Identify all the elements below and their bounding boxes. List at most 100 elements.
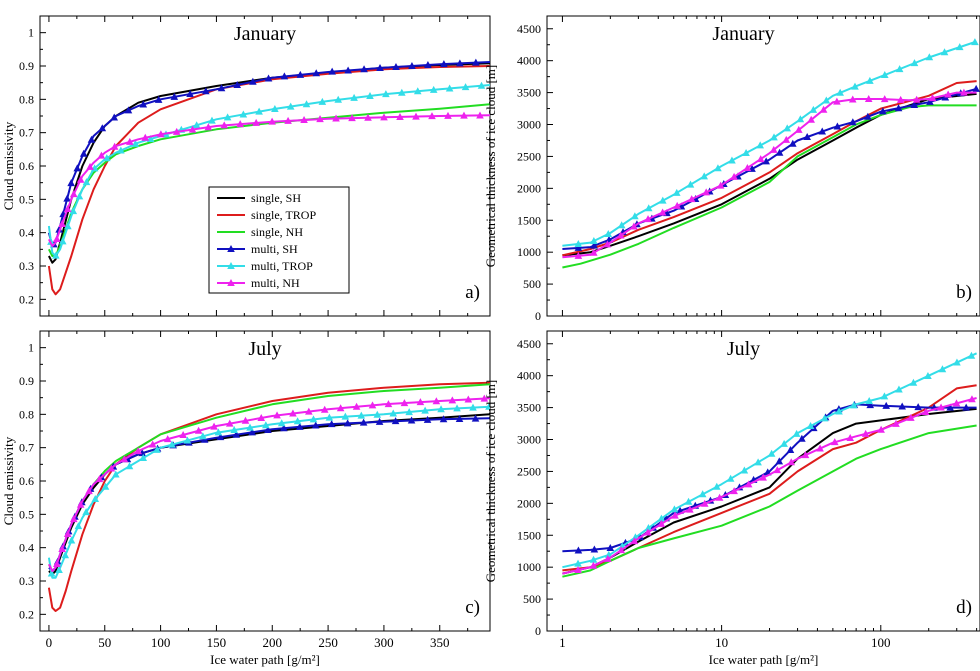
series-marker [894, 104, 903, 112]
series-marker [477, 81, 486, 89]
series-marker [657, 519, 666, 527]
series-marker [328, 67, 336, 75]
series-marker [445, 84, 454, 92]
series-marker [780, 439, 788, 447]
series-marker [134, 447, 142, 455]
series-marker [740, 466, 749, 474]
y-axis-label: Cloud emissivity [1, 436, 16, 525]
x-tick-label: 10 [715, 635, 728, 650]
x-tick-label: 1 [559, 635, 566, 650]
series-marker [76, 500, 85, 508]
series-marker [798, 434, 806, 442]
series-marker [877, 425, 885, 433]
legend-box [208, 186, 350, 294]
series-marker [453, 404, 461, 412]
series-marker [332, 114, 340, 122]
series-marker [117, 146, 125, 154]
series-marker [630, 222, 638, 230]
series-marker [101, 482, 110, 490]
y-tick-label: 0.4 [19, 541, 34, 555]
series-marker [58, 219, 66, 227]
series-line [562, 91, 977, 259]
series-marker [58, 237, 67, 245]
y-tick-label: 1000 [517, 560, 541, 574]
series-marker [289, 409, 297, 417]
x-axis-label: Ice water path [g/m²] [709, 652, 819, 667]
axes-frame [546, 15, 980, 317]
x-tick-label: 100 [151, 635, 171, 650]
series-marker [606, 544, 615, 552]
series-marker [698, 490, 707, 498]
series-marker [73, 164, 82, 172]
series-marker [485, 402, 490, 410]
series-marker [574, 566, 582, 574]
series-marker [126, 137, 134, 145]
series-marker [630, 537, 639, 545]
series-marker [69, 190, 78, 198]
series-marker [921, 407, 930, 415]
y-tick-label: 0.2 [19, 292, 34, 306]
series-marker [924, 372, 932, 380]
y-tick-label: 4500 [517, 337, 541, 351]
series-marker [58, 544, 66, 552]
series-marker [574, 251, 583, 259]
series-group [562, 351, 978, 578]
series-marker [792, 429, 801, 437]
series-marker [864, 94, 873, 102]
series-marker [344, 66, 352, 74]
series-marker [384, 400, 393, 408]
series-marker [392, 62, 400, 70]
series-marker [673, 201, 681, 209]
series-marker [686, 180, 695, 188]
x-tick-label: 250 [318, 635, 338, 650]
series-marker [716, 181, 725, 189]
series-marker [139, 454, 148, 462]
series-marker [325, 413, 334, 421]
series-marker [87, 135, 96, 143]
series-marker [469, 403, 477, 411]
series-marker [866, 401, 875, 409]
series-marker [273, 411, 281, 419]
series-marker [809, 105, 818, 113]
y-tick-label: 1 [28, 341, 34, 355]
series-marker [895, 385, 903, 393]
series-marker [658, 196, 667, 204]
series-marker [368, 401, 377, 409]
series-marker [775, 457, 784, 465]
series-marker [968, 395, 976, 403]
series-marker [63, 529, 72, 537]
series-marker [848, 95, 857, 103]
series-marker [590, 545, 599, 553]
y-tick-label: 0.3 [19, 259, 34, 273]
series-marker [849, 118, 857, 126]
series-line [48, 397, 490, 572]
series-marker [232, 430, 241, 438]
y-tick-label: 4000 [517, 54, 541, 68]
series-marker [480, 394, 489, 402]
series-marker [327, 420, 336, 428]
y-tick-label: 0.9 [19, 59, 34, 73]
series-line [48, 103, 490, 257]
series-marker [55, 566, 63, 574]
series-marker [186, 90, 194, 98]
series-marker [962, 403, 970, 411]
series-marker [767, 449, 776, 457]
panel-label: a) [465, 282, 480, 303]
series-marker [255, 107, 263, 115]
y-tick-label: 0.6 [19, 474, 34, 488]
series-marker [940, 48, 949, 56]
panel-title: July [248, 338, 281, 360]
series-marker [148, 440, 157, 448]
y-tick-label: 1000 [517, 245, 541, 259]
series-marker [937, 403, 945, 411]
series-marker [880, 71, 889, 79]
series-marker [76, 175, 85, 183]
series-marker [644, 204, 653, 212]
y-tick-label: 4000 [517, 369, 541, 383]
series-marker [82, 508, 90, 516]
series-line [47, 84, 490, 257]
series-marker [110, 113, 119, 121]
series-marker [407, 416, 416, 424]
series-marker [75, 192, 84, 200]
series-marker [953, 358, 961, 366]
